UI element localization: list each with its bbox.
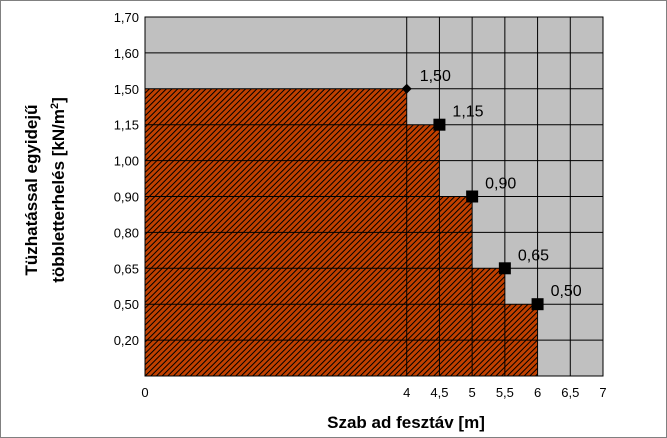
y-axis-title-sup: 2 (49, 103, 61, 109)
y-tick-label: 1,15 (114, 118, 139, 133)
x-tick-label: 4,5 (430, 385, 448, 400)
x-tick-label: 7 (599, 385, 606, 400)
plot-border (144, 16, 604, 377)
y-axis-title-end: ] (49, 97, 68, 103)
x-axis-title: Szab ad fesztáv [m] (327, 413, 485, 432)
data-point-marker (531, 298, 544, 311)
data-point-marker (498, 262, 511, 275)
data-markers (401, 83, 544, 311)
data-point-label: 0,50 (551, 283, 582, 300)
y-tick-label: 0,65 (114, 261, 139, 276)
y-tick-label: 1,60 (114, 46, 139, 61)
data-point-marker (433, 118, 446, 131)
x-tick-label: 5 (469, 385, 476, 400)
y-tick-label: 0,80 (114, 225, 139, 240)
y-tick-label: 0,90 (114, 190, 139, 205)
y-axis-title-line2: többletterhelés [kN/m2] (49, 97, 68, 283)
data-point-marker (466, 190, 479, 203)
y-axis-title-line1: Tüzhatással egyidejű (22, 105, 41, 276)
y-tick-label: 0,20 (114, 333, 139, 348)
y-axis-title: Tüzhatással egyidejű többletterhelés [kN… (22, 97, 68, 283)
data-point-label: 0,90 (485, 176, 516, 193)
y-axis-title-text: többletterhelés [kN/m (49, 109, 68, 283)
x-tick-labels: 0 4 4,5 5 5,5 6 6,5 7 (141, 385, 606, 400)
y-tick-labels: 1,70 1,60 1,50 1,15 1,00 0,90 0,80 0,65 0,50 0,20 (114, 10, 139, 348)
data-point-marker (401, 83, 412, 94)
data-point-label: 1,15 (452, 104, 483, 121)
y-tick-label: 0,50 (114, 297, 139, 312)
data-point-label: 1,50 (420, 68, 451, 85)
y-tick-label: 1,70 (114, 10, 139, 25)
data-labels: 1,50 1,15 0,90 0,65 0,50 (420, 68, 582, 300)
x-tick-label: 6 (534, 385, 541, 400)
grid-lines (145, 17, 603, 376)
y-tick-label: 1,00 (114, 154, 139, 169)
x-tick-label: 0 (141, 385, 148, 400)
data-point-label: 0,65 (518, 247, 549, 264)
x-tick-label: 6,5 (561, 385, 579, 400)
x-tick-label: 4 (403, 385, 410, 400)
y-tick-label: 1,50 (114, 82, 139, 97)
x-tick-label: 5,5 (496, 385, 514, 400)
